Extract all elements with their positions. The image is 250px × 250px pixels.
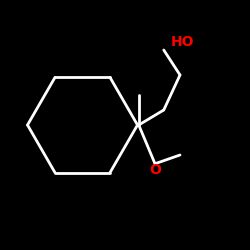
- Text: O: O: [149, 163, 161, 177]
- Text: HO: HO: [171, 36, 194, 50]
